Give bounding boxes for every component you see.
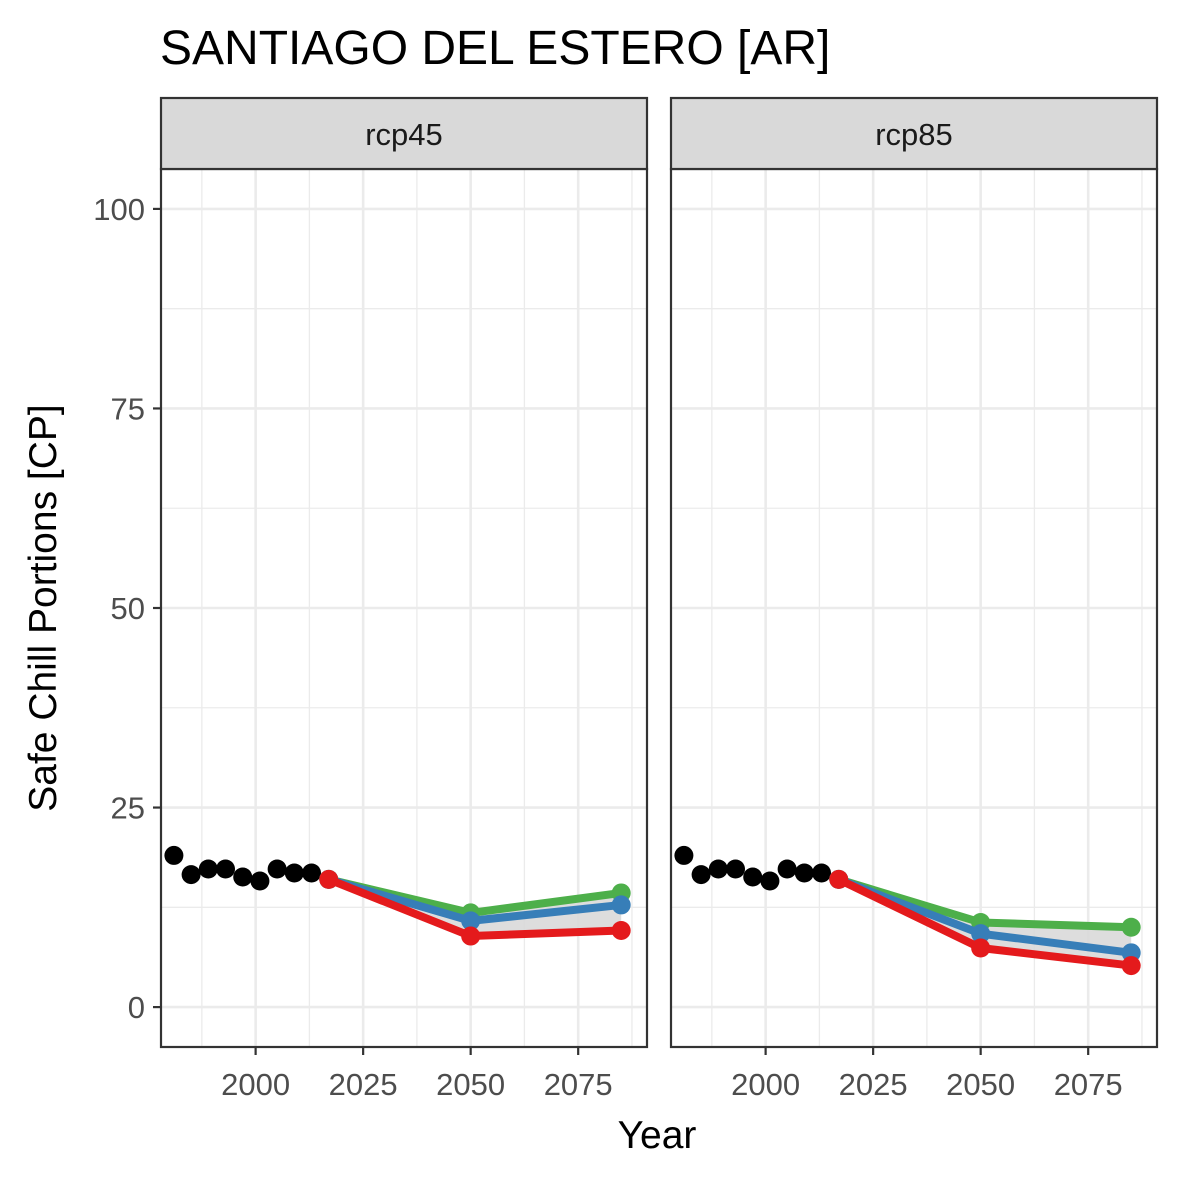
facet-panels: rcp45 2000 2025 2050 2075 rcp85 2000 2025 2050 20… — [159, 96, 1159, 1102]
pessimistic-scenario-point — [971, 938, 991, 958]
historic-point — [302, 863, 322, 883]
historic-point — [760, 871, 780, 891]
historic-point — [674, 845, 694, 865]
historic-point — [812, 863, 832, 883]
facet-strip-label: rcp45 — [365, 117, 443, 152]
facet-strip — [669, 96, 1159, 171]
historic-point — [726, 859, 746, 879]
x-tick-label: 2000 — [731, 1067, 800, 1102]
chart-title: SANTIAGO DEL ESTERO [AR] — [160, 22, 830, 75]
y-axis: 0 25 50 75 100 — [93, 192, 161, 1025]
x-tick-label: 2050 — [436, 1067, 505, 1102]
historic-point — [691, 865, 711, 885]
y-tick-label: 100 — [93, 192, 145, 227]
historic-point — [181, 865, 201, 885]
historic-point — [777, 859, 797, 879]
x-tick-label: 2050 — [946, 1067, 1015, 1102]
historic-point — [164, 845, 184, 865]
historic-point — [233, 867, 253, 887]
historic-point — [250, 871, 270, 891]
historic-point — [267, 859, 287, 879]
y-tick-label: 0 — [128, 990, 145, 1025]
y-tick-label: 25 — [111, 791, 145, 826]
intermediate-scenario-point — [611, 895, 631, 915]
pessimistic-scenario-point — [461, 926, 481, 946]
historic-point — [708, 859, 728, 879]
historic-point — [743, 867, 763, 887]
pessimistic-scenario-point — [1121, 956, 1141, 976]
x-tick-label: 2075 — [1054, 1067, 1123, 1102]
pessimistic-scenario-point — [829, 869, 849, 889]
pessimistic-scenario-point — [611, 920, 631, 940]
facet-strip — [159, 96, 649, 171]
historic-point — [198, 859, 218, 879]
x-tick-label: 2075 — [544, 1067, 613, 1102]
x-tick-label: 2025 — [329, 1067, 398, 1102]
optimistic-scenario-point — [1121, 917, 1141, 937]
intermediate-scenario-point — [461, 911, 481, 931]
y-tick-label: 50 — [111, 591, 145, 626]
intermediate-scenario-point — [971, 924, 991, 944]
x-tick-label: 2025 — [839, 1067, 908, 1102]
panel-rcp45: rcp45 2000 2025 2050 2075 — [159, 96, 649, 1102]
x-tick-label: 2000 — [221, 1067, 290, 1102]
historic-point — [284, 863, 304, 883]
historic-point — [216, 859, 236, 879]
y-tick-label: 75 — [111, 391, 145, 426]
y-axis-title: Safe Chill Portions [CP] — [22, 404, 65, 812]
scenario-ribbon — [328, 879, 622, 937]
x-axis-title: Year — [618, 1114, 697, 1157]
panel-rcp85: rcp85 2000 2025 2050 2075 — [669, 96, 1159, 1102]
facet-strip-label: rcp85 — [875, 117, 953, 152]
pessimistic-scenario-point — [319, 869, 339, 889]
historic-point — [794, 863, 814, 883]
